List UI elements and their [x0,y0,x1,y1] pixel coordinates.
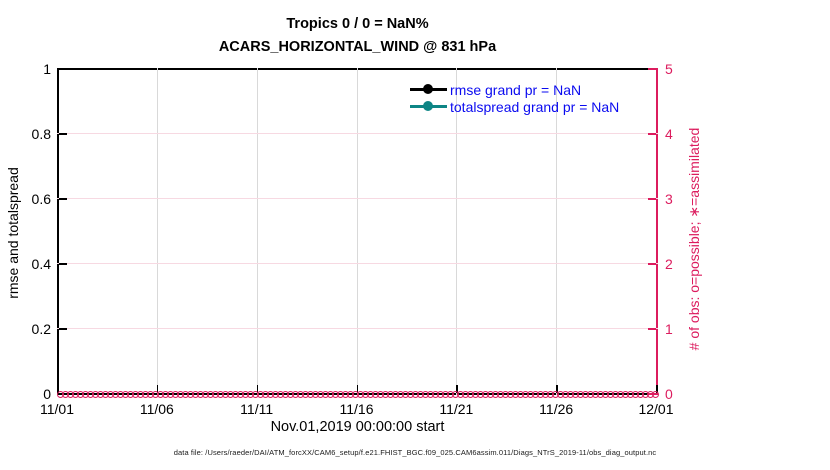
rmse-marker-icon [423,84,433,94]
vertical-gridline [456,68,458,395]
vertical-gridline [556,68,558,395]
horizontal-gridline [57,133,658,134]
plot-subtitle: ACARS_HORIZONTAL_WIND @ 831 hPa [218,39,497,55]
left-axis-tick-label: 0 [43,386,51,402]
legend-entry-totalspread: totalspread grand pr = NaN [410,98,619,115]
left-axis-spine [57,68,59,395]
x-axis-tick [256,385,259,393]
left-axis-tick [59,263,67,265]
right-axis-tick [648,68,656,70]
right-axis-tick [648,198,656,200]
totalspread-marker-icon [423,101,433,111]
right-axis-tick [648,133,656,135]
top-axis-spine [57,68,658,70]
legend-entry-rmse: rmse grand pr = NaN [410,81,619,98]
vertical-gridline [256,68,258,395]
totalspread-line-sample [410,98,447,115]
left-axis-tick-label: 0.8 [31,126,51,142]
left-axis-tick-label: 0.2 [31,321,51,337]
right-axis-tick [648,328,656,330]
x-axis-tick [456,385,458,393]
rmse-line-sample [410,81,447,98]
vertical-gridline [356,68,358,395]
x-axis-tick-label: 11/16 [339,401,374,417]
obs-possible-marker-icon [652,390,659,398]
legend-label-rmse: rmse grand pr = NaN [450,81,582,98]
x-axis-tick [57,385,59,393]
x-axis-tick [356,385,358,393]
x-axis-tick [556,385,558,393]
x-axis-tick-label: 11/11 [240,401,274,417]
left-y-axis-label: rmse and totalspread [5,167,21,299]
right-axis-tick-label: 0 [665,386,673,402]
right-axis-tick-label: 3 [665,191,673,207]
plot-area [57,68,658,395]
left-axis-tick [59,328,67,330]
horizontal-gridline [57,328,658,329]
right-axis-tick-label: 1 [665,321,673,337]
plot-title: Tropics 0 / 0 = NaN% [286,16,429,32]
x-axis-tick-label: 11/21 [439,401,474,417]
left-axis-tick-label: 0.4 [31,256,51,272]
right-axis-tick-label: 4 [665,126,673,142]
horizontal-gridline [57,263,658,264]
left-axis-tick-label: 0.6 [31,191,51,207]
horizontal-gridline [57,198,658,199]
right-axis-tick-label: 5 [665,61,673,77]
left-axis-tick [59,133,67,135]
x-axis-tick [156,385,159,393]
legend: rmse grand pr = NaN totalspread grand pr… [410,81,619,115]
vertical-gridline [156,68,158,395]
x-axis-tick-label: 11/06 [139,401,174,417]
right-axis-spine [656,68,658,395]
x-axis-tick-label: 11/01 [40,401,74,417]
left-axis-tick-label: 1 [43,61,51,77]
data-file-path: data file: /Users/raeder/DAI/ATM_forcXX/… [173,448,657,457]
x-axis-tick-label: 11/26 [539,401,574,417]
right-axis-tick [648,263,656,265]
legend-label-totalspread: totalspread grand pr = NaN [450,98,620,115]
right-axis-tick-label: 2 [665,256,673,272]
left-axis-tick [59,68,67,70]
x-axis-tick [656,385,658,393]
left-axis-tick [59,198,67,200]
x-axis-tick-label: 12/01 [638,401,674,417]
x-axis-label: Nov.01,2019 00:00:00 start [270,419,445,435]
